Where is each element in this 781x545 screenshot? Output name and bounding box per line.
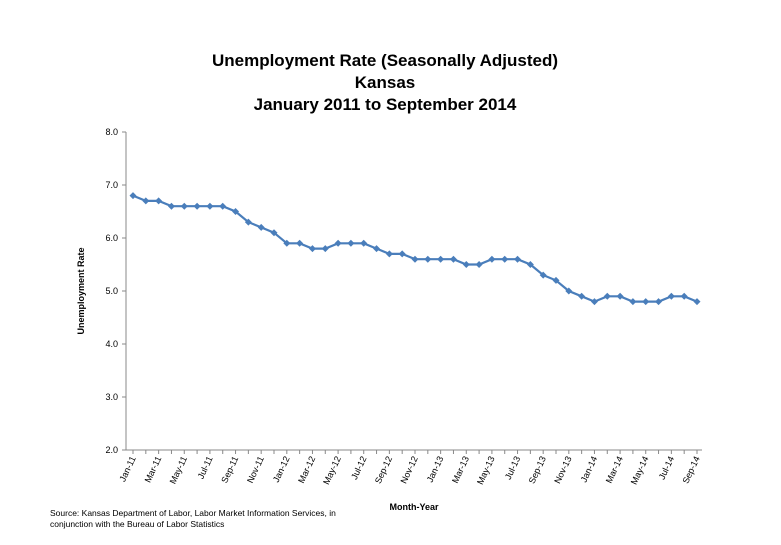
x-tick-label: Jan-11 <box>117 455 137 484</box>
data-point <box>244 218 252 226</box>
x-tick-label: May-11 <box>168 455 189 486</box>
data-point <box>296 239 304 247</box>
data-point <box>360 239 368 247</box>
data-point <box>501 255 509 263</box>
data-point <box>283 239 291 247</box>
data-point <box>514 255 522 263</box>
data-point <box>334 239 342 247</box>
data-point <box>449 255 457 263</box>
x-tick-label: May-12 <box>321 455 343 486</box>
data-point <box>590 298 598 306</box>
data-point <box>565 287 573 295</box>
chart-title: Kansas <box>355 73 415 92</box>
data-point <box>193 202 201 210</box>
x-tick-label: Jul-13 <box>503 455 522 481</box>
data-point <box>475 261 483 268</box>
x-tick-label: Jan-13 <box>425 455 446 484</box>
x-tick-label: Mar-13 <box>450 455 471 485</box>
data-point <box>385 250 393 258</box>
data-point <box>155 197 163 205</box>
x-tick-label: Sep-14 <box>680 455 701 486</box>
data-point <box>437 255 445 263</box>
data-point <box>526 261 534 268</box>
x-tick-label: Jul-14 <box>657 455 676 481</box>
x-tick-label: May-13 <box>475 455 497 486</box>
data-point <box>488 255 496 263</box>
data-point <box>424 255 432 263</box>
y-tick-label: 7.0 <box>105 180 118 190</box>
x-tick-label: Mar-12 <box>296 455 317 485</box>
data-point <box>206 202 214 210</box>
x-tick-label: Nov-11 <box>245 455 266 485</box>
data-point <box>629 298 637 306</box>
y-tick-label: 8.0 <box>105 127 118 137</box>
data-point <box>129 192 137 200</box>
y-tick-label: 2.0 <box>105 445 118 455</box>
data-point <box>462 261 470 268</box>
x-axis-label: Month-Year <box>389 502 439 512</box>
data-point <box>142 197 150 205</box>
y-axis-label: Unemployment Rate <box>76 247 86 334</box>
data-point <box>693 298 701 306</box>
x-tick-label: Mar-14 <box>604 455 625 485</box>
x-tick-label: Sep-13 <box>527 455 548 486</box>
chart-title: January 2011 to September 2014 <box>254 95 517 114</box>
data-point <box>667 292 675 300</box>
x-tick-label: Nov-12 <box>398 455 419 486</box>
data-point <box>552 276 560 284</box>
x-tick-label: Sep-11 <box>219 455 240 485</box>
x-tick-label: Sep-12 <box>373 455 394 486</box>
data-point <box>232 208 240 215</box>
data-point <box>578 292 586 300</box>
x-tick-label: Jul-11 <box>196 455 215 481</box>
data-point <box>655 298 663 306</box>
data-line <box>132 194 698 303</box>
data-point <box>411 255 419 263</box>
data-point <box>270 229 278 237</box>
data-point <box>347 239 355 247</box>
x-tick-label: Jan-12 <box>271 455 292 484</box>
x-tick-label: Nov-13 <box>552 455 573 486</box>
data-point <box>642 298 650 306</box>
source-note: conjunction with the Bureau of Labor Sta… <box>50 519 224 529</box>
x-tick-label: May-14 <box>629 455 651 486</box>
source-note: Source: Kansas Department of Labor, Labo… <box>50 508 336 518</box>
data-point <box>603 292 611 300</box>
data-point <box>616 292 624 300</box>
data-point <box>680 292 688 300</box>
data-point <box>180 202 188 210</box>
data-point <box>539 271 547 279</box>
x-tick-label: Mar-11 <box>143 455 164 484</box>
data-point <box>219 202 227 210</box>
y-tick-label: 3.0 <box>105 392 118 402</box>
data-point <box>308 245 316 253</box>
y-tick-label: 4.0 <box>105 339 118 349</box>
data-point <box>373 245 381 253</box>
data-point <box>257 223 265 231</box>
data-point <box>398 250 406 258</box>
x-tick-label: Jan-14 <box>579 455 600 484</box>
y-tick-label: 5.0 <box>105 286 118 296</box>
x-tick-label: Jul-12 <box>349 455 368 481</box>
y-tick-label: 6.0 <box>105 233 118 243</box>
data-point <box>167 202 175 210</box>
chart-title: Unemployment Rate (Seasonally Adjusted) <box>212 51 558 70</box>
data-point <box>321 245 329 253</box>
